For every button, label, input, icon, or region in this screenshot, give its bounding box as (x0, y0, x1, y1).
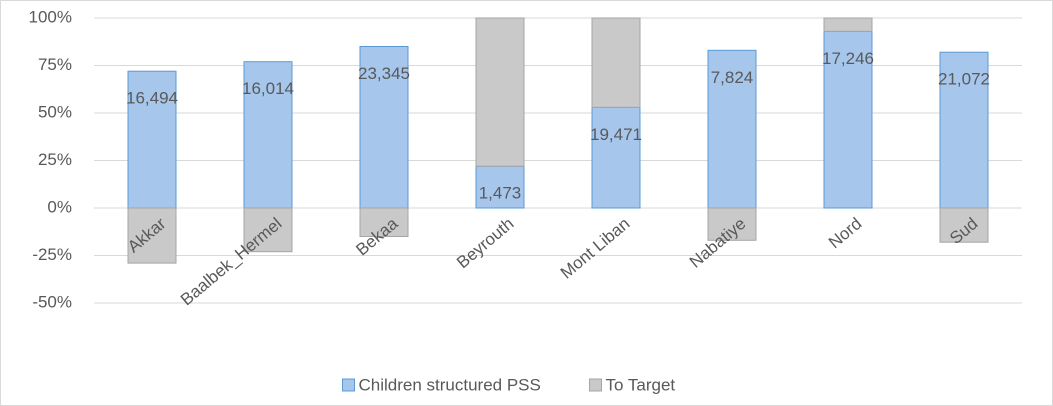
bar-segment (591, 17, 641, 108)
bar-segment (591, 106, 641, 209)
data-label: 1,473 (479, 184, 522, 203)
bar-segment (475, 165, 525, 209)
bar-segment (707, 207, 757, 241)
bar-segment (243, 207, 293, 253)
legend-label: Children structured PSS (359, 375, 541, 394)
y-tick-label: 0% (47, 197, 72, 216)
bar-segment (243, 61, 293, 209)
bar-segment (823, 30, 873, 209)
y-tick-label: 25% (38, 150, 72, 169)
data-label: 16,494 (126, 89, 178, 108)
data-label: 16,014 (242, 79, 294, 98)
bar-segment (127, 207, 177, 264)
legend-swatch (342, 378, 355, 392)
y-tick-label: 50% (38, 102, 72, 121)
legend: Children structured PSS To Target (342, 375, 676, 394)
bar-segment (127, 70, 177, 209)
data-label: 17,246 (822, 49, 874, 68)
y-tick-label: -50% (32, 292, 72, 311)
legend-swatch (589, 378, 602, 392)
legend-label: To Target (606, 375, 676, 394)
data-label: 23,345 (358, 64, 410, 83)
bar-segment (939, 51, 989, 209)
bar-segment (475, 17, 525, 167)
bar-segment (823, 17, 873, 32)
y-tick-label: 100% (29, 7, 72, 26)
y-tick-label: 75% (38, 55, 72, 74)
bar-segment (939, 207, 989, 243)
data-label: 21,072 (938, 70, 990, 89)
bar-segment (359, 207, 409, 237)
data-label: 7,824 (711, 68, 754, 87)
bar-segment (707, 49, 757, 209)
y-tick-label: -25% (32, 245, 72, 264)
data-label: 19,471 (590, 125, 642, 144)
